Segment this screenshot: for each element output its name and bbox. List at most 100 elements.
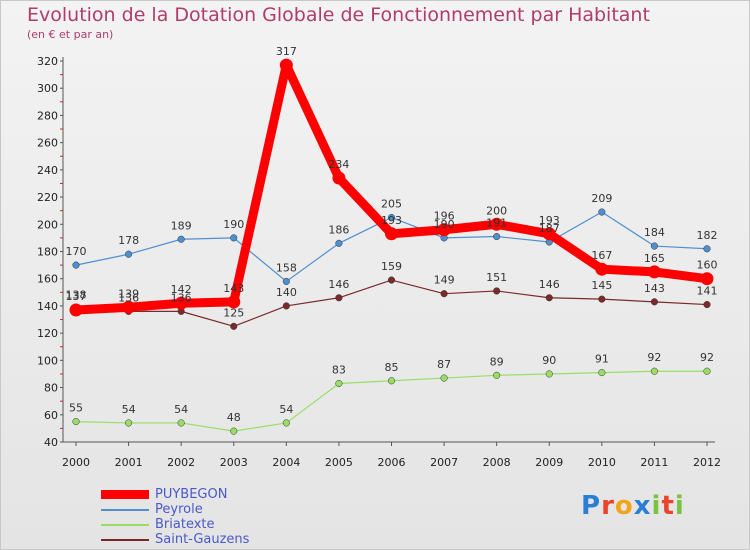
series-puybegon — [69, 58, 714, 317]
data-label: 167 — [591, 249, 612, 262]
logo-letter: r — [601, 491, 615, 521]
legend-label: PUYBEGON — [155, 487, 228, 502]
data-label: 205 — [381, 197, 402, 210]
data-point — [493, 287, 501, 295]
data-label: 92 — [700, 351, 714, 364]
data-point — [598, 208, 606, 216]
data-point — [227, 295, 241, 309]
data-label: 234 — [328, 158, 349, 171]
data-point — [598, 295, 606, 303]
y-tick-label: 120 — [37, 327, 58, 340]
data-point — [703, 301, 711, 309]
data-point — [335, 294, 343, 302]
data-point — [387, 276, 396, 284]
data-label: 159 — [381, 260, 402, 273]
data-label: 191 — [486, 217, 507, 230]
data-point — [72, 418, 80, 426]
x-tick-label: 2012 — [693, 456, 721, 469]
data-label: 140 — [276, 286, 297, 299]
y-tick-label: 180 — [37, 246, 58, 259]
data-point — [230, 427, 238, 435]
data-point — [542, 227, 556, 241]
data-label: 137 — [66, 290, 87, 303]
data-point — [545, 294, 553, 302]
legend-label: Briatexte — [155, 517, 215, 532]
x-tick-label: 2007 — [430, 456, 458, 469]
legend-label: Saint-Gauzens — [155, 532, 250, 547]
y-tick-label: 40 — [44, 436, 58, 449]
x-tick-label: 2003 — [220, 456, 248, 469]
data-label: 92 — [647, 351, 661, 364]
data-point — [387, 377, 396, 385]
x-tick-label: 2005 — [325, 456, 353, 469]
x-tick-label: 2002 — [167, 456, 195, 469]
data-label: 54 — [122, 403, 136, 416]
y-tick-label: 160 — [37, 273, 58, 286]
x-tick-label: 2009 — [535, 456, 563, 469]
data-label: 54 — [174, 403, 188, 416]
data-label: 190 — [223, 218, 244, 231]
data-label: 178 — [118, 234, 139, 247]
data-point — [174, 296, 188, 310]
data-point — [595, 262, 609, 276]
x-tick-label: 2006 — [378, 456, 406, 469]
logo-letter: x — [633, 491, 652, 521]
data-label: 136 — [171, 291, 192, 304]
data-point — [72, 261, 80, 269]
data-point — [279, 58, 293, 72]
data-label: 146 — [539, 278, 560, 291]
data-point — [230, 322, 238, 330]
data-point — [230, 234, 238, 242]
data-label: 89 — [490, 355, 504, 368]
data-label: 142 — [171, 283, 192, 296]
data-label: 146 — [328, 278, 349, 291]
chart-title: Evolution de la Dotation Globale de Fonc… — [27, 4, 650, 26]
data-point — [332, 171, 346, 185]
logo-letter: i — [674, 491, 685, 521]
legend-swatch — [101, 523, 149, 526]
series-briatexte — [72, 367, 711, 435]
proxiti-logo: Proxiti — [581, 491, 685, 521]
y-tick-label: 140 — [37, 300, 58, 313]
data-point — [493, 232, 501, 241]
data-point — [125, 419, 133, 427]
data-label: 209 — [591, 192, 612, 205]
data-point — [598, 369, 606, 377]
x-tick-label: 2004 — [272, 456, 300, 469]
data-label: 158 — [276, 261, 297, 274]
data-point — [440, 374, 448, 382]
data-label: 125 — [223, 306, 244, 319]
data-point — [387, 213, 396, 222]
data-label: 200 — [486, 204, 507, 217]
x-tick-label: 2010 — [588, 456, 616, 469]
data-label: 170 — [66, 245, 87, 258]
chart-subtitle: (en € et par an) — [27, 28, 114, 41]
logo-letter: t — [661, 491, 675, 521]
x-tick-label: 2001 — [115, 456, 143, 469]
data-label: 55 — [69, 402, 83, 415]
data-label: 149 — [434, 274, 455, 287]
data-point — [122, 300, 136, 314]
data-label: 83 — [332, 363, 346, 376]
data-point — [650, 298, 658, 306]
series-saint-gauzens — [72, 276, 711, 330]
data-point — [282, 277, 290, 285]
data-point — [490, 217, 504, 231]
data-label: 165 — [644, 252, 665, 265]
x-tick-label: 2000 — [62, 456, 90, 469]
y-tick-label: 100 — [37, 354, 58, 367]
series-peyrole — [72, 208, 711, 285]
y-tick-label: 240 — [37, 164, 58, 177]
y-tick-label: 300 — [37, 82, 58, 95]
data-label: 143 — [644, 282, 665, 295]
data-label: 145 — [591, 279, 612, 292]
legend-label: Peyrole — [155, 502, 203, 517]
data-label: 189 — [171, 219, 192, 232]
logo-letter: o — [614, 491, 634, 521]
y-tick-label: 280 — [37, 109, 58, 122]
data-point — [703, 367, 711, 375]
data-point — [385, 227, 398, 241]
